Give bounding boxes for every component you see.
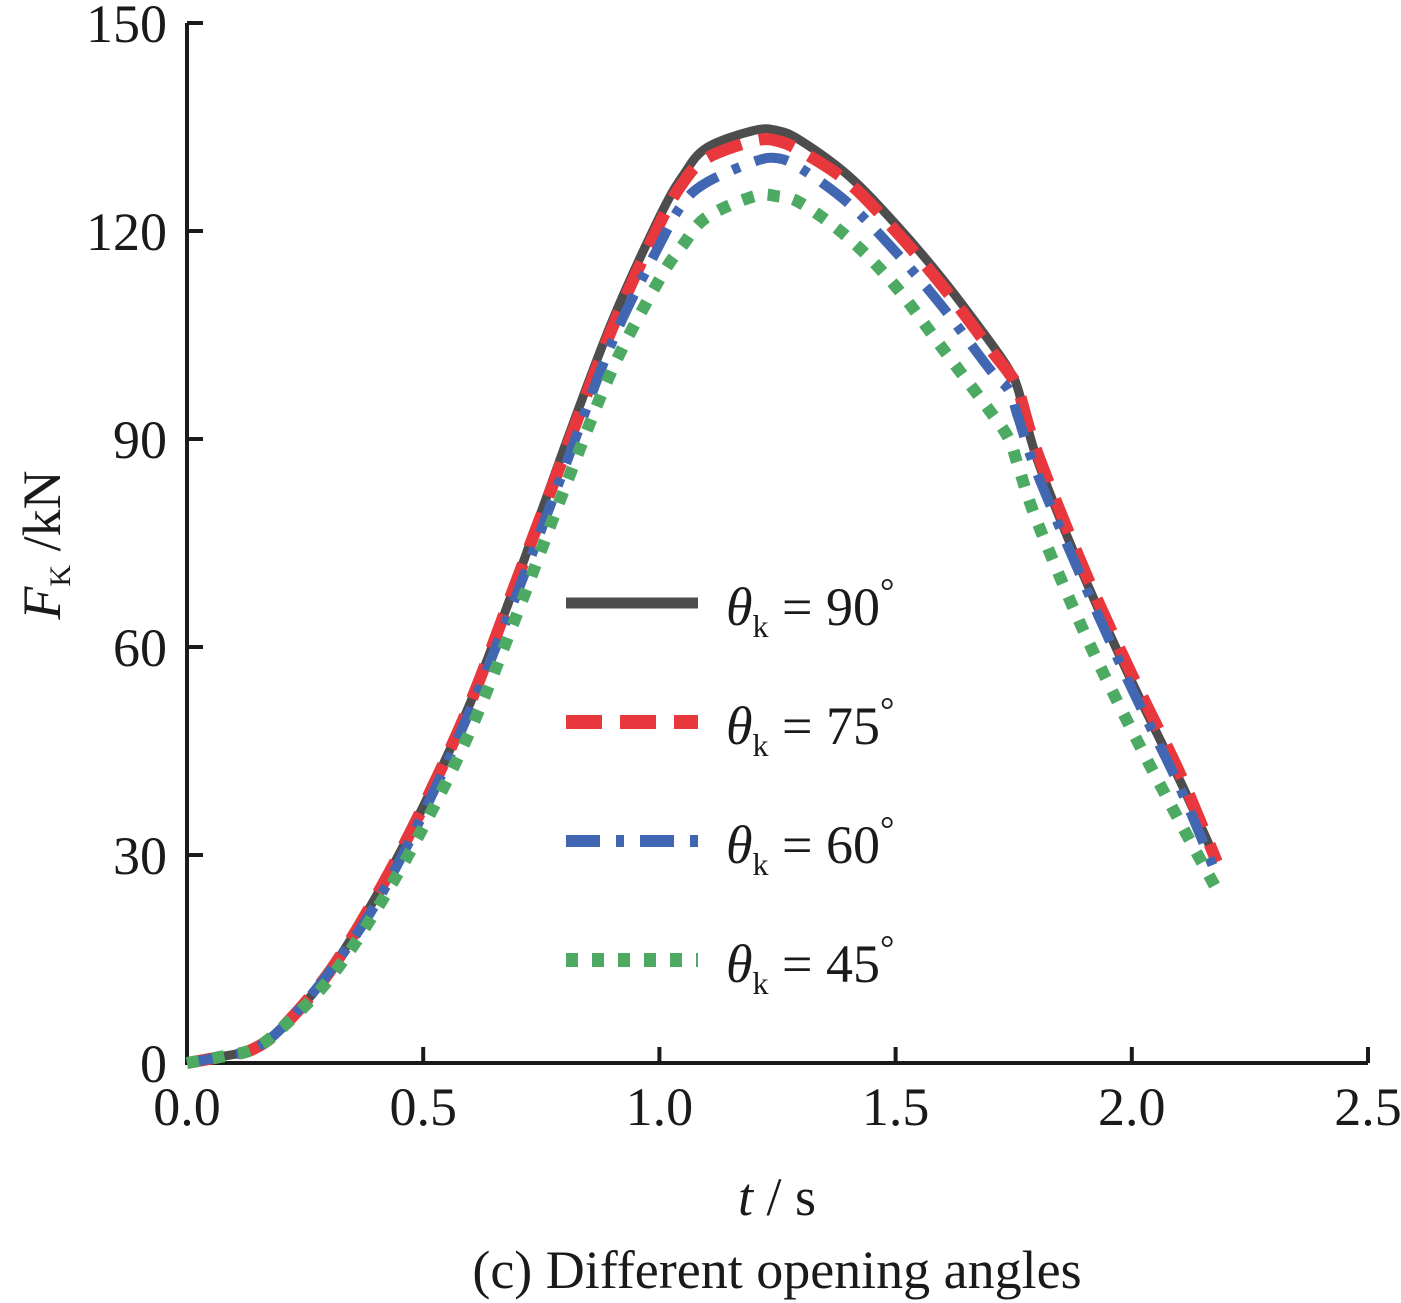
legend-sub: k [753, 608, 769, 644]
y-tick-label: 0 [140, 1034, 167, 1094]
x-axis-var: t [738, 1167, 755, 1227]
axes [185, 21, 1370, 1065]
legend-sub: k [753, 727, 769, 763]
legend-label-60: θk = 60° [726, 809, 894, 882]
x-axis-unit: s [795, 1167, 816, 1227]
legend-eq: = [769, 815, 826, 875]
legend-value: 45 [826, 934, 880, 994]
y-tick-label: 150 [86, 0, 167, 54]
series-line-45 [185, 188, 1223, 1069]
y-tick-label: 120 [86, 202, 167, 262]
y-tick-label: 90 [113, 410, 167, 470]
legend-sub: k [753, 846, 769, 882]
legend-degree: ° [880, 571, 894, 611]
y-axis-var: F [12, 586, 72, 621]
figure-caption: (c) Different opening angles [472, 1240, 1081, 1300]
x-axis-title: t / s [738, 1167, 816, 1227]
series-line-90 [186, 124, 1221, 1068]
y-axis-title: FK /kN [12, 470, 77, 620]
x-tick-label: 1.5 [862, 1077, 930, 1137]
y-axis-sub: K [44, 565, 77, 587]
y-axis-sep: / [12, 536, 72, 565]
legend-eq: = [769, 934, 826, 994]
y-tick-label: 30 [113, 826, 167, 886]
x-tick-label: 0.5 [389, 1077, 457, 1137]
series-line-60 [186, 152, 1222, 1068]
legend-symbol: θ [726, 577, 753, 637]
legend-value: 90 [826, 577, 880, 637]
y-axis-unit: kN [12, 470, 72, 536]
series-layer [185, 124, 1223, 1069]
x-tick-label: 2.0 [1098, 1077, 1166, 1137]
legend: θk = 90°θk = 75°θk = 60°θk = 45° [566, 571, 894, 1001]
legend-eq: = [769, 696, 826, 756]
legend-degree: ° [880, 809, 894, 849]
series-line-75 [185, 133, 1223, 1069]
y-tick-label: 60 [113, 618, 167, 678]
x-tick-label: 2.5 [1334, 1077, 1401, 1137]
legend-value: 75 [826, 696, 880, 756]
x-tick-label: 0.0 [153, 1077, 221, 1137]
legend-value: 60 [826, 815, 880, 875]
legend-label-45: θk = 45° [726, 928, 894, 1001]
legend-label-90: θk = 90° [726, 571, 894, 644]
legend-symbol: θ [726, 696, 753, 756]
legend-sub: k [753, 965, 769, 1001]
x-axis-sep: / [753, 1167, 795, 1227]
legend-symbol: θ [726, 934, 753, 994]
legend-label-75: θk = 75° [726, 690, 894, 763]
legend-degree: ° [880, 928, 894, 968]
legend-degree: ° [880, 690, 894, 730]
legend-symbol: θ [726, 815, 753, 875]
legend-eq: = [769, 577, 826, 637]
tick-labels: 0.0 0.5 1.0 1.5 2.0 2.5 0 30 60 90 120 150 [86, 0, 1401, 1137]
x-tick-label: 1.0 [626, 1077, 694, 1137]
